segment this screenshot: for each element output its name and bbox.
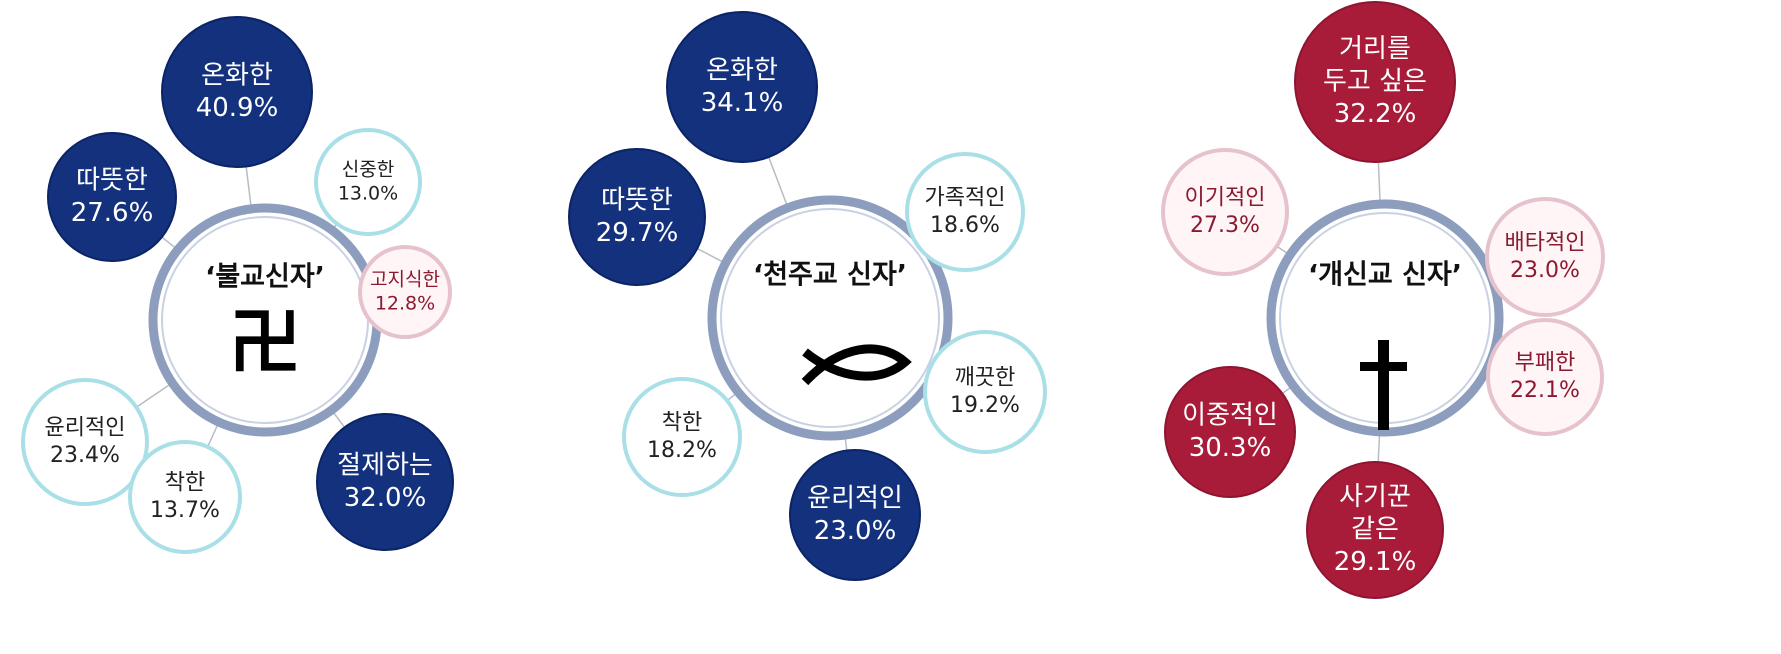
node xyxy=(1485,197,1605,317)
node-label: 배타적인 xyxy=(1505,230,1586,255)
node xyxy=(666,11,818,163)
center-ring-inner xyxy=(720,208,940,428)
node xyxy=(905,152,1025,272)
node-value: 30.3% xyxy=(1189,433,1272,463)
node-label: 고지식한 xyxy=(370,269,440,291)
node xyxy=(789,449,921,581)
cross-horizontal xyxy=(1360,362,1407,371)
node xyxy=(568,148,706,286)
node-value: 23.0% xyxy=(1510,258,1580,283)
node xyxy=(1294,1,1456,163)
node xyxy=(923,330,1047,454)
node-label: 부패한 xyxy=(1515,350,1576,375)
node-label: 사기꾼 xyxy=(1339,482,1411,512)
node xyxy=(316,413,454,551)
node-label: 두고 싶은 xyxy=(1323,67,1427,97)
node xyxy=(161,16,313,168)
node-label: 절제하는 xyxy=(337,450,433,480)
node-label: 이중적인 xyxy=(1182,400,1278,430)
node-label: 착한 xyxy=(662,410,702,435)
node-label: 따뜻한 xyxy=(601,185,673,215)
node xyxy=(358,245,452,339)
node-value: 18.6% xyxy=(930,213,1000,238)
node-label: 가족적인 xyxy=(925,185,1006,210)
node xyxy=(622,377,742,497)
node-label: 같은 xyxy=(1351,515,1399,545)
node-value: 34.1% xyxy=(701,88,784,118)
center-label: ‘개신교 신자’ xyxy=(1308,260,1462,291)
node-value: 23.4% xyxy=(50,443,120,468)
node-label: 착한 xyxy=(165,470,205,495)
node-value: 40.9% xyxy=(196,93,279,123)
node-label: 온화한 xyxy=(201,60,273,90)
node-label: 거리를 xyxy=(1339,34,1411,64)
node-value: 18.2% xyxy=(647,438,717,463)
node-label: 따뜻한 xyxy=(76,165,148,195)
node-label: 온화한 xyxy=(706,55,778,85)
node-value: 23.0% xyxy=(814,516,897,546)
node xyxy=(47,132,177,262)
node-label: 윤리적인 xyxy=(45,415,126,440)
node-label: 깨끗한 xyxy=(955,365,1016,390)
node-value: 32.0% xyxy=(344,483,427,513)
fish-symbol xyxy=(801,344,912,386)
node xyxy=(21,378,149,506)
node-value: 29.7% xyxy=(596,218,679,248)
node xyxy=(1164,366,1296,498)
node-label: 신중한 xyxy=(342,159,394,181)
node-label: 이기적인 xyxy=(1185,185,1266,210)
node-value: 32.2% xyxy=(1334,99,1417,129)
node-value: 12.8% xyxy=(375,292,435,314)
center-label: ‘불교신자’ xyxy=(205,262,325,293)
node-value: 19.2% xyxy=(950,393,1020,418)
node-value: 13.0% xyxy=(338,182,398,204)
node xyxy=(128,440,242,554)
node xyxy=(314,128,422,236)
symbol: 卍 xyxy=(229,301,301,385)
node-value: 29.1% xyxy=(1334,547,1417,577)
node-value: 27.6% xyxy=(71,198,154,228)
node-value: 13.7% xyxy=(150,498,220,523)
node-value: 27.3% xyxy=(1190,213,1260,238)
node-value: 22.1% xyxy=(1510,378,1580,403)
node-label: 윤리적인 xyxy=(807,483,903,513)
cross-vertical xyxy=(1378,340,1389,430)
node xyxy=(1486,318,1604,436)
node xyxy=(1161,148,1289,276)
center-label: ‘천주교 신자’ xyxy=(753,260,907,291)
node xyxy=(1306,461,1444,599)
